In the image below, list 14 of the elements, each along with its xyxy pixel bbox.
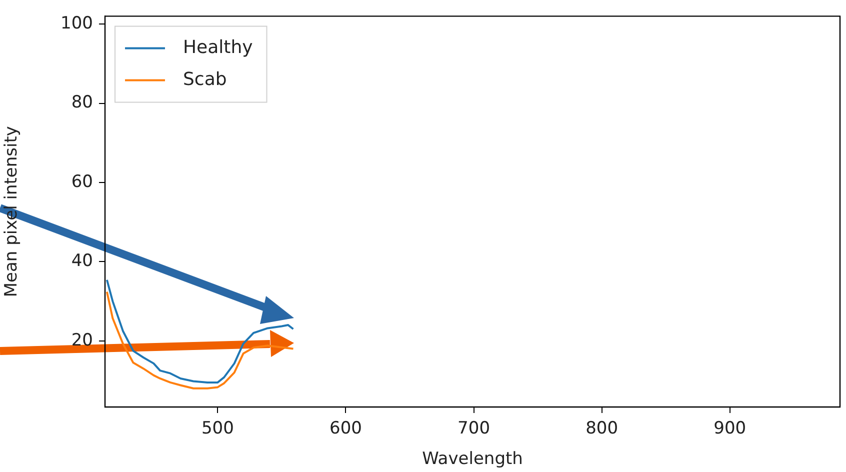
y-axis-title: Mean pixel intensity — [2, 126, 22, 298]
y-tick-label: 20 — [71, 330, 93, 350]
y-tick-label: 100 — [60, 14, 93, 34]
y-tick-label: 60 — [71, 172, 93, 192]
y-tick-label: 40 — [71, 251, 93, 272]
y-tick-label: 80 — [71, 92, 93, 113]
x-tick-label: 700 — [458, 418, 490, 439]
x-tick-label: 900 — [714, 418, 746, 439]
x-axis-title: Wavelength — [422, 449, 523, 470]
x-tick-label: 800 — [586, 418, 618, 439]
legend-label: Healthy — [183, 36, 254, 58]
legend-label: Scab — [183, 68, 227, 90]
x-tick-label: 500 — [201, 418, 234, 439]
x-tick-label: 600 — [330, 418, 362, 439]
